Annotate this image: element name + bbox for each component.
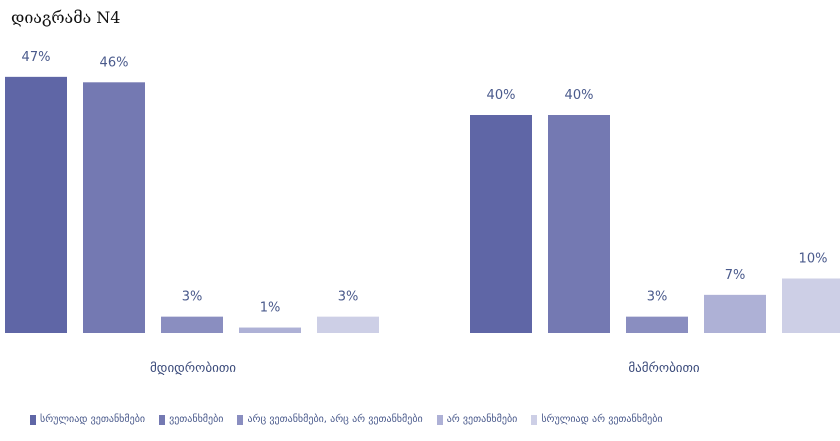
legend-swatch-5 [531, 414, 538, 425]
data-label-2-4: 7% [725, 268, 746, 283]
data-label-1-2: 46% [100, 55, 129, 70]
chart-legend: სრულიად ვეთანხმები ვეთანხმები არც ვეთანხმე… [30, 414, 663, 425]
data-label-1-3: 3% [182, 290, 203, 305]
bar-1-4 [239, 327, 301, 333]
legend-item-1: სრულიად ვეთანხმები [30, 414, 145, 425]
bar-2-5 [782, 278, 840, 333]
data-label-2-2: 40% [565, 88, 594, 103]
legend-swatch-3 [237, 414, 244, 425]
data-label-1-1: 47% [22, 50, 51, 65]
category-label-1: მდიდრობითი [150, 361, 236, 376]
bar-1-5 [317, 316, 379, 333]
legend-swatch-1 [30, 414, 36, 425]
data-label-2-5: 10% [799, 252, 828, 267]
bar-2-4 [704, 294, 766, 333]
bar-1-2 [83, 82, 145, 333]
bar-2-3 [626, 316, 688, 333]
legend-item-4: არ ვეთანხმები [436, 414, 518, 425]
category-label-2: მამრობითი [628, 361, 700, 376]
bar-2-2 [548, 115, 610, 333]
legend-swatch-4 [436, 414, 443, 425]
legend-item-3: არც ვეთანხმები, არც არ ვეთანხმები [237, 414, 423, 425]
data-label-2-1: 40% [487, 88, 516, 103]
data-label-1-5: 3% [338, 290, 359, 305]
legend-label-2: ვეთანხმები [169, 414, 224, 425]
legend-label-4: არ ვეთანხმები [446, 414, 518, 425]
bar-1-1 [5, 76, 67, 333]
bar-1-3 [161, 316, 223, 333]
legend-swatch-2 [159, 414, 166, 425]
legend-item-2: ვეთანხმები [159, 414, 223, 425]
bar-2-1 [470, 115, 532, 333]
chart-title: დიაგრამა N4 [11, 8, 121, 27]
data-label-1-4: 1% [260, 301, 281, 316]
legend-label-5: სრულიად არ ვეთანხმები [541, 414, 663, 425]
legend-item-5: სრულიად არ ვეთანხმები [531, 414, 663, 425]
legend-label-1: სრულიად ვეთანხმები [40, 414, 146, 425]
legend-label-3: არც ვეთანხმები, არც არ ვეთანხმები [247, 414, 423, 425]
data-label-2-3: 3% [647, 290, 668, 305]
